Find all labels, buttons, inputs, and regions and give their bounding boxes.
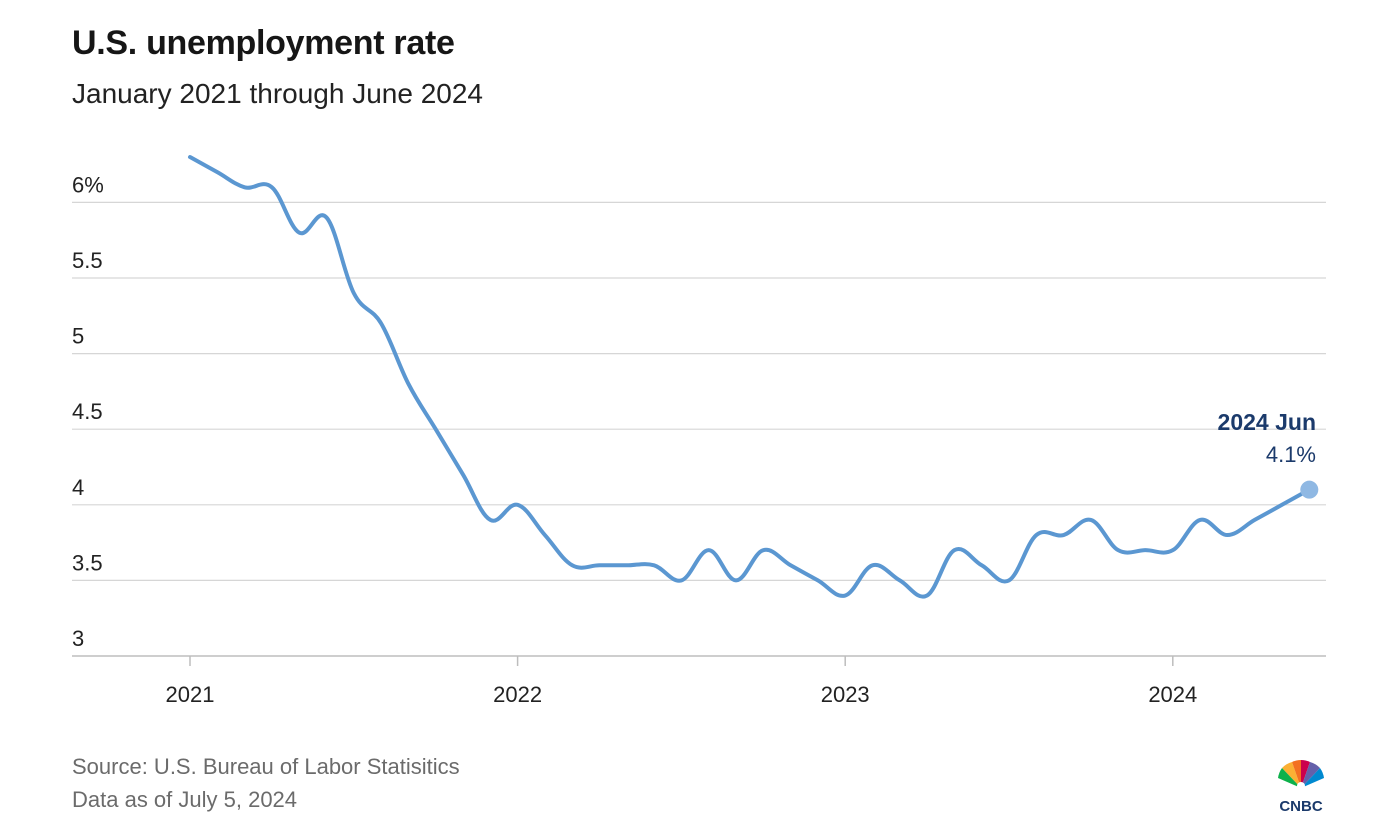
- data-point: [460, 472, 466, 478]
- data-point: [1115, 547, 1121, 553]
- y-tick-label: 4.5: [72, 399, 103, 424]
- data-point: [296, 230, 302, 236]
- data-point: [214, 169, 220, 175]
- data-point: [678, 577, 684, 583]
- data-point: [597, 562, 603, 568]
- y-tick-label: 3: [72, 626, 84, 651]
- y-tick-label: 5: [72, 324, 84, 349]
- data-point: [1061, 532, 1067, 538]
- data-point: [760, 547, 766, 553]
- data-point: [624, 562, 630, 568]
- y-tick-label: 4: [72, 475, 84, 500]
- data-point: [1252, 517, 1258, 523]
- data-point: [951, 547, 957, 553]
- data-point: [1088, 517, 1094, 523]
- y-tick-label: 5.5: [72, 248, 103, 273]
- data-point: [569, 562, 575, 568]
- data-point: [542, 532, 548, 538]
- data-point: [405, 381, 411, 387]
- peacock-icon: [1278, 760, 1324, 790]
- x-tick-label: 2021: [166, 682, 215, 707]
- callout-value: 4.1%: [1266, 442, 1316, 467]
- source-note: Source: U.S. Bureau of Labor Statisitics: [72, 754, 460, 779]
- data-points: [187, 154, 1312, 598]
- chart-subtitle: January 2021 through June 2024: [72, 78, 483, 109]
- data-point: [187, 154, 193, 160]
- data-point: [433, 426, 439, 432]
- x-tick-label: 2024: [1148, 682, 1197, 707]
- data-point: [1006, 577, 1012, 583]
- data-point: [842, 593, 848, 599]
- gridlines: [72, 201, 1326, 657]
- data-point: [1224, 532, 1230, 538]
- x-tick-label: 2022: [493, 682, 542, 707]
- y-tick-label: 3.5: [72, 550, 103, 575]
- data-point: [897, 577, 903, 583]
- series-line: [188, 155, 1312, 599]
- y-tick-label: 6%: [72, 172, 104, 197]
- data-point: [870, 562, 876, 568]
- data-point: [324, 215, 330, 221]
- x-axis-ticks: 2021 2022 2023 2024: [166, 656, 1197, 707]
- data-point: [515, 502, 521, 508]
- cnbc-logo: CNBC: [1278, 760, 1324, 814]
- data-point: [706, 547, 712, 553]
- data-date-note: Data as of July 5, 2024: [72, 787, 298, 812]
- data-point: [1279, 502, 1285, 508]
- data-point: [1170, 547, 1176, 553]
- logo-text: CNBC: [1279, 798, 1322, 814]
- data-point: [378, 320, 384, 326]
- data-point: [979, 562, 985, 568]
- data-point: [1197, 517, 1203, 523]
- data-point: [788, 562, 794, 568]
- callout-label: 2024 Jun: [1218, 409, 1316, 435]
- data-point: [269, 184, 275, 190]
- end-point-marker[interactable]: [1300, 480, 1319, 499]
- data-point: [733, 577, 739, 583]
- x-tick-label: 2023: [821, 682, 870, 707]
- data-point: [242, 184, 248, 190]
- data-point: [351, 290, 357, 296]
- chart-title: U.S. unemployment rate: [72, 24, 455, 62]
- data-point: [924, 593, 930, 599]
- data-point: [1143, 547, 1149, 553]
- data-point: [487, 517, 493, 523]
- data-point: [1033, 532, 1039, 538]
- data-point: [651, 562, 657, 568]
- data-point: [815, 577, 821, 583]
- y-axis-ticks: 6% 5.5 5 4.5 4 3.5 3: [72, 172, 104, 651]
